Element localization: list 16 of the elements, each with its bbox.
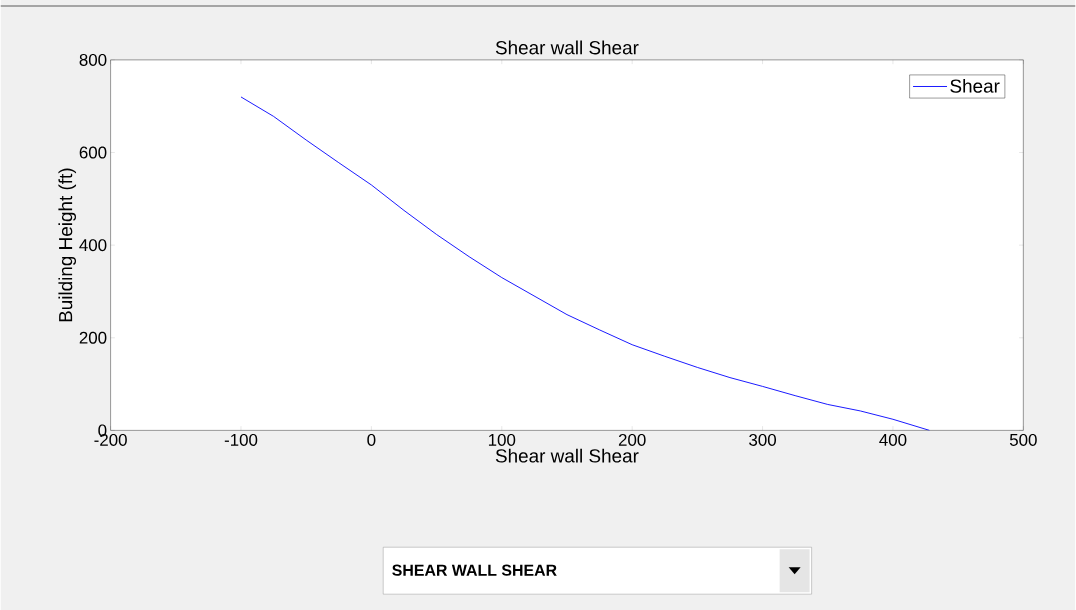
x-tick-label: 200 [618, 433, 646, 446]
legend-label: Shear [950, 78, 1000, 93]
y-axis-title: Building Height (ft) [58, 168, 77, 322]
y-tick-label: 200 [79, 331, 107, 344]
text: SHEAR WALL SHEAR [392, 564, 557, 576]
x-tick-label: 400 [879, 433, 907, 446]
x-tick-label: 0 [367, 433, 376, 446]
y-tick-label: 800 [79, 53, 107, 66]
chart-title: Shear wall Shear [495, 40, 639, 55]
y-tick-label: 600 [79, 146, 107, 159]
x-tick-label: -100 [224, 433, 258, 446]
y-tick-label: 400 [79, 239, 107, 252]
x-tick-label: 300 [749, 433, 777, 446]
x-tick-label: 100 [488, 433, 516, 446]
x-tick-label: 500 [1009, 433, 1037, 446]
x-axis-title: Shear wall Shear [495, 448, 639, 463]
